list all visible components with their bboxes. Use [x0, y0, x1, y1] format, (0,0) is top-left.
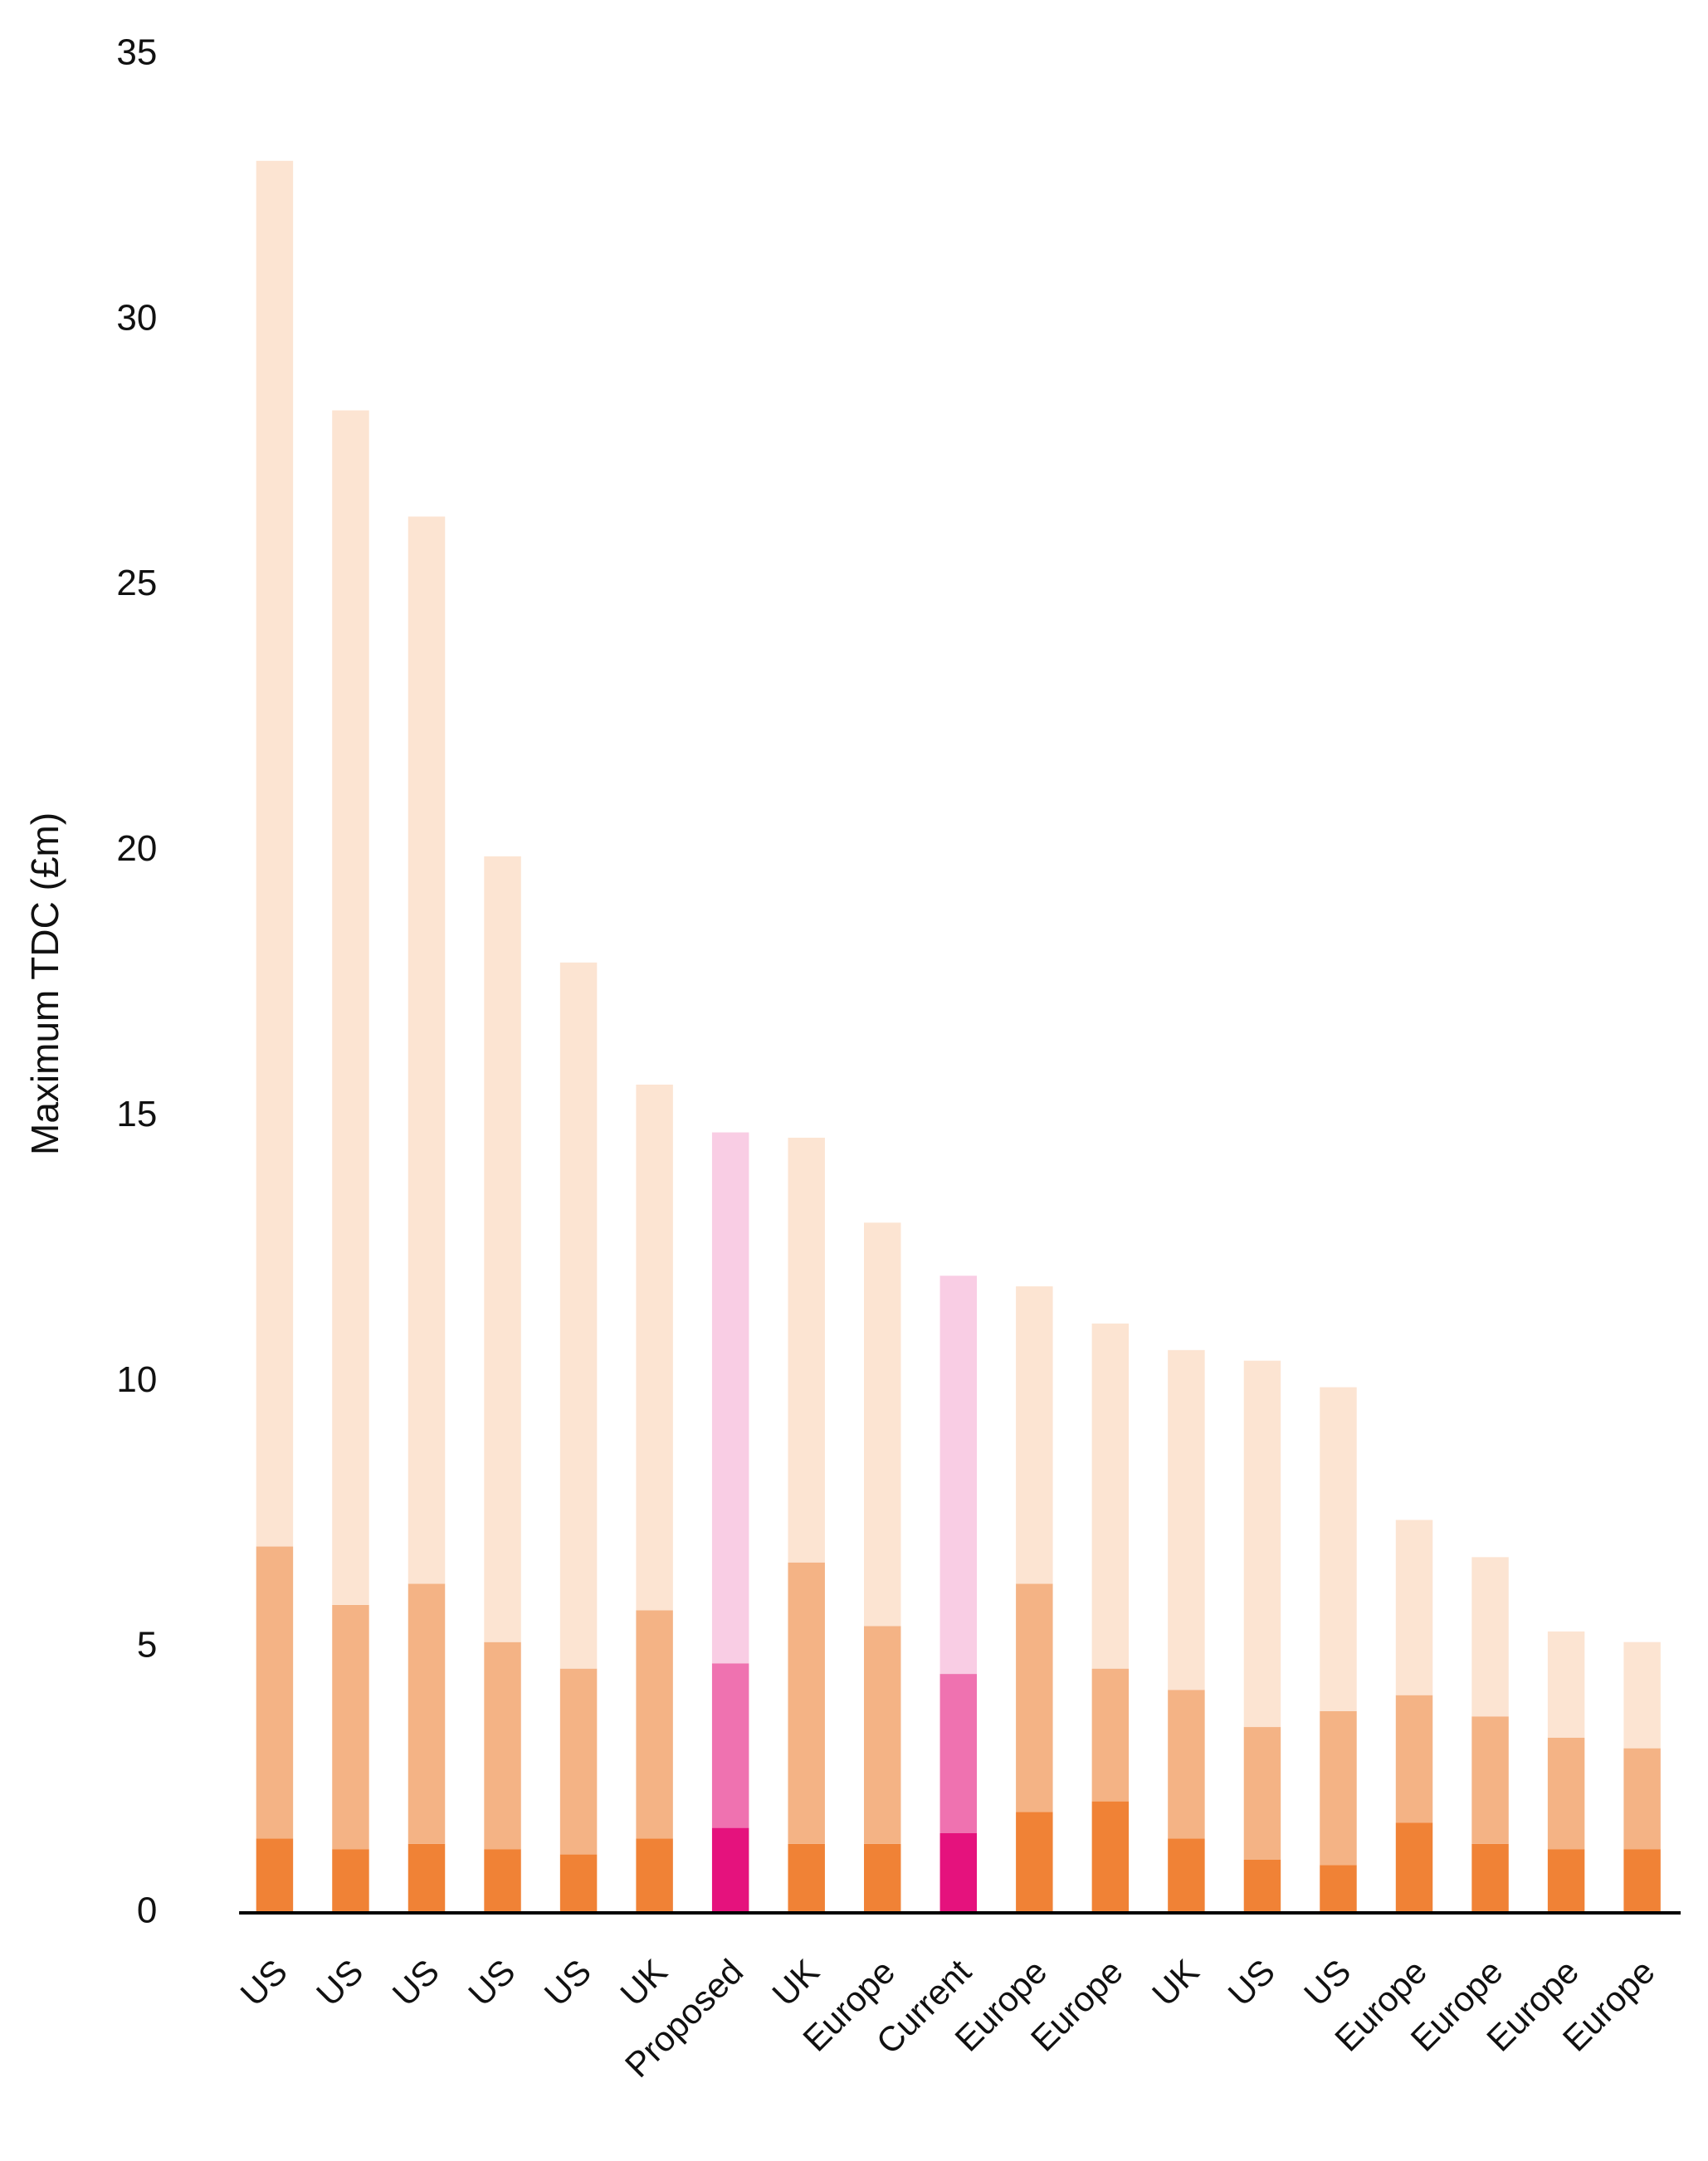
bar-segment — [636, 1610, 673, 1839]
y-tick-label: 30 — [116, 297, 157, 338]
y-axis-label: Maximum TDC (£m) — [23, 812, 66, 1155]
y-tick-label: 0 — [137, 1890, 157, 1931]
bar-segment — [1471, 1843, 1509, 1913]
bar-segment — [1471, 1716, 1509, 1844]
x-tick-label: UK — [1144, 1952, 1207, 2014]
bar-segment — [788, 1843, 825, 1913]
bar-segment — [1623, 1748, 1661, 1850]
bar-segment — [1016, 1286, 1053, 1584]
bar-segment — [1168, 1838, 1205, 1913]
bar-segment — [332, 1604, 369, 1850]
bar-segment — [1395, 1822, 1433, 1913]
bar-segment — [332, 410, 369, 1605]
bar-segment — [256, 1838, 294, 1913]
bar-segment — [407, 1583, 446, 1844]
bar-segment — [1320, 1387, 1357, 1711]
bar-segment — [1168, 1690, 1205, 1839]
x-tick-label: US — [461, 1952, 523, 2014]
bar-segment — [1395, 1520, 1433, 1695]
bar-segment — [939, 1674, 978, 1833]
bar-segment — [559, 1668, 598, 1855]
y-tick-label: 10 — [116, 1359, 157, 1400]
x-tick-label: US — [309, 1952, 371, 2014]
bar-segment — [864, 1626, 901, 1844]
bar-segment — [256, 160, 294, 1547]
x-tick-label: US — [1296, 1952, 1359, 2014]
bar-segment — [332, 1849, 369, 1913]
bar-segment — [256, 1546, 294, 1839]
y-tick-label: 15 — [116, 1094, 157, 1134]
bar-segment — [788, 1562, 825, 1844]
y-tick-label: 35 — [116, 32, 157, 72]
bar-segment — [407, 1843, 446, 1913]
bar-segment — [1091, 1323, 1130, 1669]
bar-segment — [1547, 1631, 1585, 1738]
bar-segment — [1623, 1641, 1661, 1749]
bar-segment — [711, 1663, 749, 1828]
bar-segment — [711, 1827, 749, 1913]
bar-segment — [636, 1838, 673, 1913]
bar-segment — [1471, 1557, 1509, 1717]
bar-segment — [1016, 1812, 1053, 1913]
x-tick-label: UK — [612, 1952, 675, 2014]
y-tick-label: 20 — [116, 828, 157, 869]
bar-segment — [1168, 1349, 1205, 1690]
bar-segment — [484, 856, 521, 1642]
x-tick-label: US — [537, 1952, 599, 2014]
bar-segment — [711, 1132, 749, 1664]
x-tick-label: US — [1221, 1952, 1283, 2014]
bar-segment — [1243, 1859, 1281, 1913]
bar-segment — [939, 1276, 978, 1675]
bar-segment — [1320, 1865, 1357, 1913]
x-tick-label: US — [385, 1952, 447, 2014]
bar-segment — [1243, 1727, 1281, 1860]
bar-segment — [484, 1641, 521, 1850]
bar-segment — [1395, 1695, 1433, 1823]
bar-segment — [788, 1137, 825, 1563]
bar-segment — [1547, 1849, 1585, 1913]
bar-segment — [1320, 1710, 1357, 1866]
bar-segment — [559, 1854, 598, 1913]
bar-segment — [559, 962, 598, 1669]
bar-segment — [1547, 1737, 1585, 1850]
bar-segment — [407, 516, 446, 1584]
x-tick-label: US — [233, 1952, 295, 2014]
bar-segment — [1243, 1360, 1281, 1728]
bar-segment — [864, 1222, 901, 1627]
bar-segment — [864, 1843, 901, 1913]
y-tick-label: 5 — [137, 1625, 157, 1666]
y-tick-label: 25 — [116, 563, 157, 603]
bar-segment — [1623, 1849, 1661, 1913]
bar-segment — [1091, 1668, 1130, 1802]
bar-segment — [1016, 1583, 1053, 1812]
bar-segment — [636, 1084, 673, 1611]
x-tick-label: UK — [764, 1952, 827, 2014]
bar-segment — [1091, 1801, 1130, 1913]
bar-segment — [484, 1849, 521, 1913]
bar-segment — [939, 1832, 978, 1913]
